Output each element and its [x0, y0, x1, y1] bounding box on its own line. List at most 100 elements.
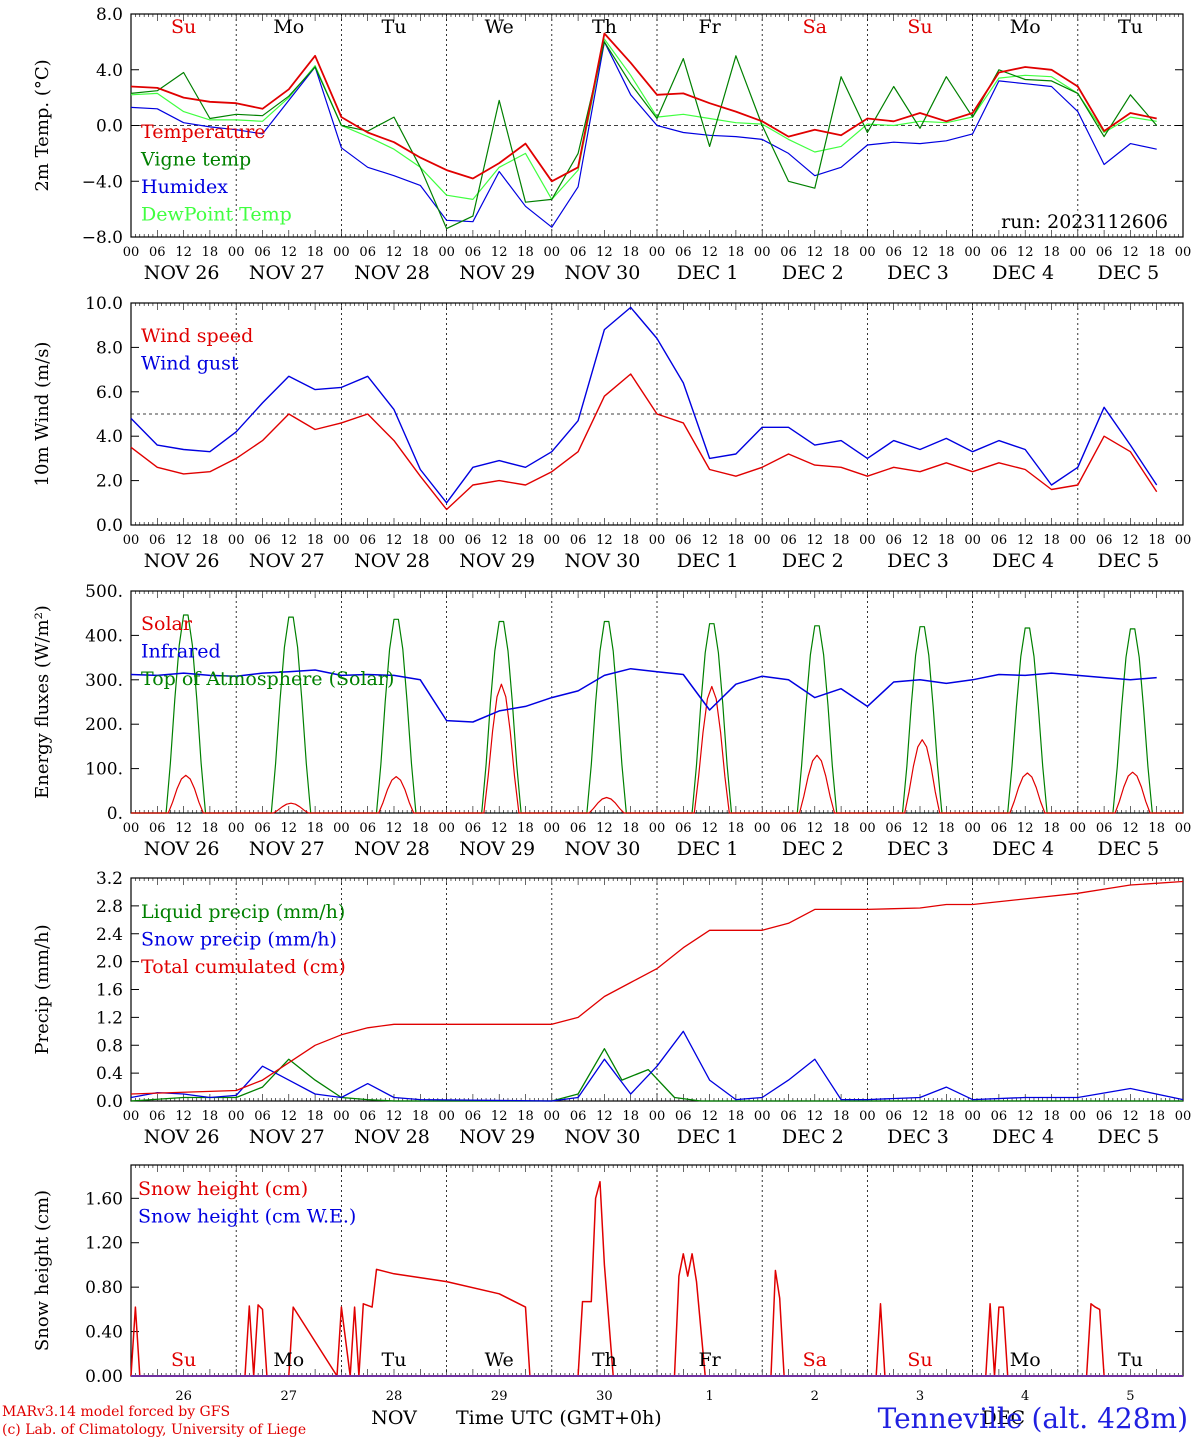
hour-tick-label: 06: [885, 533, 902, 548]
y-axis-label: Precip (mm/h): [32, 924, 53, 1054]
hour-tick-label: 00: [649, 245, 666, 260]
hour-tick-label: 18: [517, 1109, 534, 1124]
y-axis-label: Energy fluxes (W/m²): [32, 605, 53, 799]
hour-tick-label: 00: [1070, 245, 1087, 260]
hour-tick-label: 12: [281, 1109, 298, 1124]
y-tick-label: 1.60: [85, 1189, 123, 1209]
hour-tick-label: 18: [938, 245, 955, 260]
legend-entry: Snow height (cm W.E.): [138, 1206, 356, 1228]
hour-tick-label: 00: [754, 821, 771, 836]
weekday-label: Mo: [273, 1349, 304, 1371]
y-tick-label: 8.0: [96, 5, 123, 25]
hour-tick-label: 12: [386, 533, 403, 548]
hour-tick-label: 18: [1043, 245, 1060, 260]
hour-tick-label: 18: [833, 1109, 850, 1124]
hour-tick-label: 12: [912, 1109, 929, 1124]
panel-2: 10.0 8.0 6.0 4.0 2.0 0.0 10m Wind (m/s) Wind sp…: [32, 294, 1191, 572]
solar-line: [131, 683, 1183, 814]
y-tick-label: 0.0: [96, 117, 123, 137]
hour-tick-label: 12: [807, 533, 824, 548]
hour-tick-label: 06: [780, 533, 797, 548]
legend-entry: Snow precip (mm/h): [141, 929, 337, 951]
y-tick-label: 3.2: [96, 869, 123, 889]
panel-5: 1.60 1.20 0.80 0.40 0.00 Snow height (cm) Snow…: [32, 1164, 1184, 1429]
day-number: 26: [175, 1389, 192, 1404]
hour-tick-label: 12: [491, 1109, 508, 1124]
hour-tick-label: 12: [281, 245, 298, 260]
legend-entry: Top of Atmosphere (Solar): [141, 668, 394, 690]
hour-tick-label: 18: [412, 533, 429, 548]
hour-tick-label: 12: [701, 821, 718, 836]
hour-tick-label: 12: [1122, 245, 1139, 260]
panel-3: 500. 400. 300. 200. 100. 0. Energy fluxes (W/m…: [32, 582, 1191, 860]
credit-line-1: MARv3.14 model forced by GFS: [2, 1404, 230, 1420]
hour-tick-label: 06: [570, 533, 587, 548]
date-label: DEC 1: [677, 838, 739, 860]
hour-tick-label: 18: [833, 821, 850, 836]
hour-tick-label: 12: [1122, 821, 1139, 836]
legend-entry: Snow height (cm): [138, 1178, 308, 1200]
hour-tick-label: 18: [412, 821, 429, 836]
weekday-label: Th: [592, 1349, 617, 1371]
date-label: DEC 4: [992, 838, 1054, 860]
day-number: 27: [281, 1389, 298, 1404]
y-tick-label: 8.0: [96, 338, 123, 358]
hour-tick-label: 18: [307, 821, 324, 836]
hour-tick-label: 00: [1070, 533, 1087, 548]
hour-tick-label: 18: [938, 821, 955, 836]
hour-tick-label: 12: [175, 533, 192, 548]
date-label: DEC 2: [782, 550, 844, 572]
station-name: Tenneville (alt. 428m): [878, 1402, 1188, 1435]
y-tick-label: 500.: [85, 582, 123, 602]
hour-tick-label: 12: [701, 1109, 718, 1124]
weekday-label: Sa: [803, 1349, 827, 1371]
hour-tick-label: 00: [1175, 533, 1192, 548]
y-tick-label: 1.20: [85, 1234, 123, 1254]
date-label: NOV 29: [459, 1126, 535, 1148]
day-number: 30: [596, 1389, 613, 1404]
date-label: DEC 5: [1098, 550, 1160, 572]
hour-tick-label: 12: [701, 245, 718, 260]
date-label: DEC 5: [1098, 262, 1160, 284]
hour-tick-label: 18: [1148, 1109, 1165, 1124]
weekday-label: Su: [907, 16, 932, 38]
day-number: 29: [491, 1389, 508, 1404]
legend-entry: Total cumulated (cm): [141, 956, 346, 978]
hour-tick-label: 18: [517, 245, 534, 260]
series-line-0: [130, 1180, 1105, 1377]
date-label: NOV 29: [459, 550, 535, 572]
hour-tick-label: 12: [281, 821, 298, 836]
date-label: NOV 28: [354, 550, 430, 572]
hour-tick-label: 00: [1175, 821, 1192, 836]
hour-tick-label: 06: [991, 245, 1008, 260]
date-label: NOV 26: [144, 838, 220, 860]
hour-tick-label: 00: [123, 245, 140, 260]
hour-tick-label: 00: [438, 1109, 455, 1124]
weekday-label: Mo: [1010, 16, 1041, 38]
hour-tick-label: 12: [807, 821, 824, 836]
hour-tick-label: 00: [333, 821, 350, 836]
hour-tick-label: 18: [517, 821, 534, 836]
hour-tick-label: 12: [1017, 1109, 1034, 1124]
hour-tick-label: 00: [1175, 1109, 1192, 1124]
date-label: NOV 26: [144, 262, 220, 284]
hour-tick-label: 18: [622, 245, 639, 260]
hour-tick-label: 06: [1096, 1109, 1113, 1124]
weekday-label: Tu: [1118, 1349, 1143, 1371]
weekday-label: Su: [907, 1349, 932, 1371]
infrared-line: [130, 667, 1157, 723]
hour-tick-label: 00: [964, 533, 981, 548]
date-label: DEC 4: [992, 262, 1054, 284]
hour-tick-label: 18: [307, 245, 324, 260]
hour-tick-label: 00: [333, 1109, 350, 1124]
date-label: NOV 30: [564, 838, 640, 860]
y-tick-label: 400.: [85, 626, 123, 646]
hour-tick-label: 00: [859, 533, 876, 548]
date-label: DEC 2: [782, 1126, 844, 1148]
y-tick-label: 2.8: [96, 897, 123, 917]
hour-tick-label: 12: [386, 821, 403, 836]
hour-tick-label: 00: [333, 245, 350, 260]
date-label: NOV 30: [564, 550, 640, 572]
hour-tick-label: 00: [544, 533, 561, 548]
weekday-label: Tu: [1118, 16, 1143, 38]
